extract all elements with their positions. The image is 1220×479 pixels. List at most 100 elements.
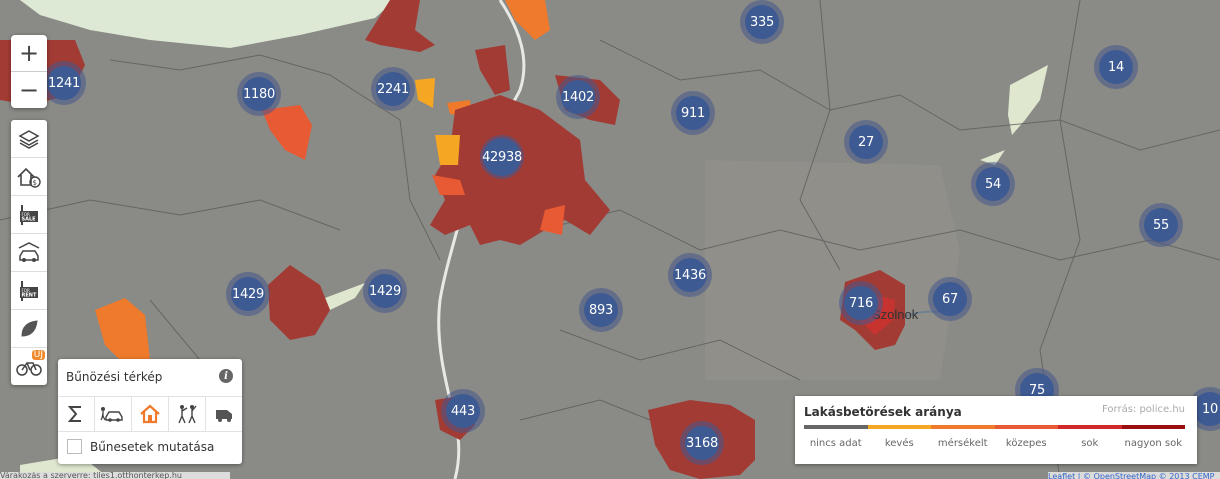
svg-text:$: $ [33,179,37,187]
cluster-count: 1241 [47,66,81,100]
assault-icon [178,405,197,424]
legend-label: sok [1081,438,1099,449]
legend-title: Lakásbetörések aránya [804,405,962,419]
cluster-count: 443 [446,394,480,428]
category-car-theft-button[interactable] [95,397,132,431]
bicycle-icon [16,361,42,376]
legend-swatch [994,425,1058,429]
legend-label: mérsékelt [937,438,988,449]
legend-label: nincs adat [809,438,862,449]
cluster-marker[interactable]: 67 [928,277,972,321]
for-sale-button[interactable]: FOR SALE [11,196,47,234]
cluster-count: 1180 [242,77,276,111]
cluster-marker[interactable]: 3168 [680,421,724,465]
house-price-button[interactable]: $ [11,158,47,196]
cluster-marker[interactable]: 893 [579,288,623,332]
cluster-count: 54 [976,167,1010,201]
svg-text:RENT: RENT [22,292,37,298]
house-price-icon: $ [17,167,41,188]
green-area [980,150,1005,165]
crime-panel-title: Bűnözési térkép [66,370,163,384]
legend-color-bar [804,425,1185,429]
for-rent-button[interactable]: FOR RENT [11,272,47,310]
cluster-count: 1429 [231,277,265,311]
cluster-marker[interactable]: 443 [441,389,485,433]
sum-icon [68,406,81,422]
svg-text:FOR: FOR [22,212,30,217]
cluster-marker[interactable]: 2241 [371,67,415,111]
legend-swatch [867,425,931,429]
show-crimes-checkbox[interactable] [67,439,82,454]
map-attribution[interactable]: Leaflet | © OpenStreetMap © 2013 CEMP [1048,472,1220,479]
green-area [1008,65,1048,135]
cluster-marker[interactable]: 911 [671,91,715,135]
show-crimes-label: Bűnesetek mutatása [90,440,215,454]
cluster-count: 2241 [376,72,410,106]
burglary-house-icon [140,404,160,424]
category-assault-button[interactable] [169,397,206,431]
cluster-count: 1436 [673,258,707,292]
cluster-marker[interactable]: 14 [1094,45,1138,89]
cluster-marker[interactable]: 55 [1139,203,1183,247]
legend-panel: Lakásbetörések aránya Forrás: police.hu … [795,396,1197,464]
legend-label: nagyon sok [1124,438,1183,449]
layers-icon [18,129,40,149]
category-burglary-button[interactable] [132,397,169,431]
legend-labels: nincs adat kevés mérsékelt közepes sok nagyon… [804,438,1185,449]
vehicle-icon [216,410,232,422]
info-icon[interactable]: i [219,369,233,383]
cluster-count: 335 [745,5,779,39]
leaf-icon [21,319,38,337]
status-bar: Várakozás a szerverre: tiles1.otthonterk… [0,472,230,479]
cluster-marker[interactable]: 42938 [480,135,524,179]
zoom-control: + − [11,35,47,108]
legend-source: Forrás: police.hu [1102,404,1185,415]
cluster-marker[interactable]: 1180 [237,72,281,116]
cluster-marker[interactable]: 27 [844,120,888,164]
cluster-count: 893 [584,293,618,327]
bicycle-button[interactable]: ÚJ [11,348,47,385]
cluster-marker[interactable]: 716 [839,281,883,325]
legend-swatch [931,425,995,429]
cluster-marker[interactable]: 1402 [556,75,600,119]
cluster-marker[interactable]: 1429 [363,269,407,313]
crime-map-panel: Bűnözési térkép i Bűnesetek mutatása [58,359,242,464]
car-button[interactable] [11,234,47,272]
legend-label: kevés [884,438,914,449]
cluster-count: 42938 [482,138,522,176]
cluster-marker[interactable]: 1429 [226,272,270,316]
cluster-count: 55 [1144,208,1178,242]
zoom-in-button[interactable]: + [11,35,47,72]
cluster-count: 10 [1193,392,1220,426]
legend-swatch [804,425,868,429]
svg-text:SALE: SALE [22,216,37,222]
lake-shape [20,0,395,48]
legend-swatch [1058,425,1122,429]
cluster-count: 3168 [685,426,719,460]
cluster-count: 1402 [561,80,595,114]
green-area [325,283,365,310]
layer-toolbar: $ FOR SALE FOR RENT ÚJ [11,120,47,385]
category-vehicle-button[interactable] [206,397,242,431]
legend-swatch [1121,425,1185,429]
category-sum-button[interactable] [58,397,95,431]
cluster-count: 67 [933,282,967,316]
new-badge: ÚJ [31,350,45,360]
cluster-marker[interactable]: 54 [971,162,1015,206]
cluster-count: 14 [1099,50,1133,84]
cluster-count: 1429 [368,274,402,308]
zoom-out-button[interactable]: − [18,76,40,104]
cluster-marker[interactable]: 335 [740,0,784,44]
cluster-count: 716 [844,286,878,320]
layers-button[interactable] [11,120,47,158]
cluster-count: 27 [849,125,883,159]
cluster-marker[interactable]: 1241 [42,61,86,105]
cluster-marker[interactable]: 1436 [668,253,712,297]
town-area [705,160,960,380]
green-button[interactable] [11,310,47,348]
svg-text:FOR: FOR [22,288,30,293]
legend-label: közepes [1005,438,1047,449]
car-icon [18,241,40,262]
